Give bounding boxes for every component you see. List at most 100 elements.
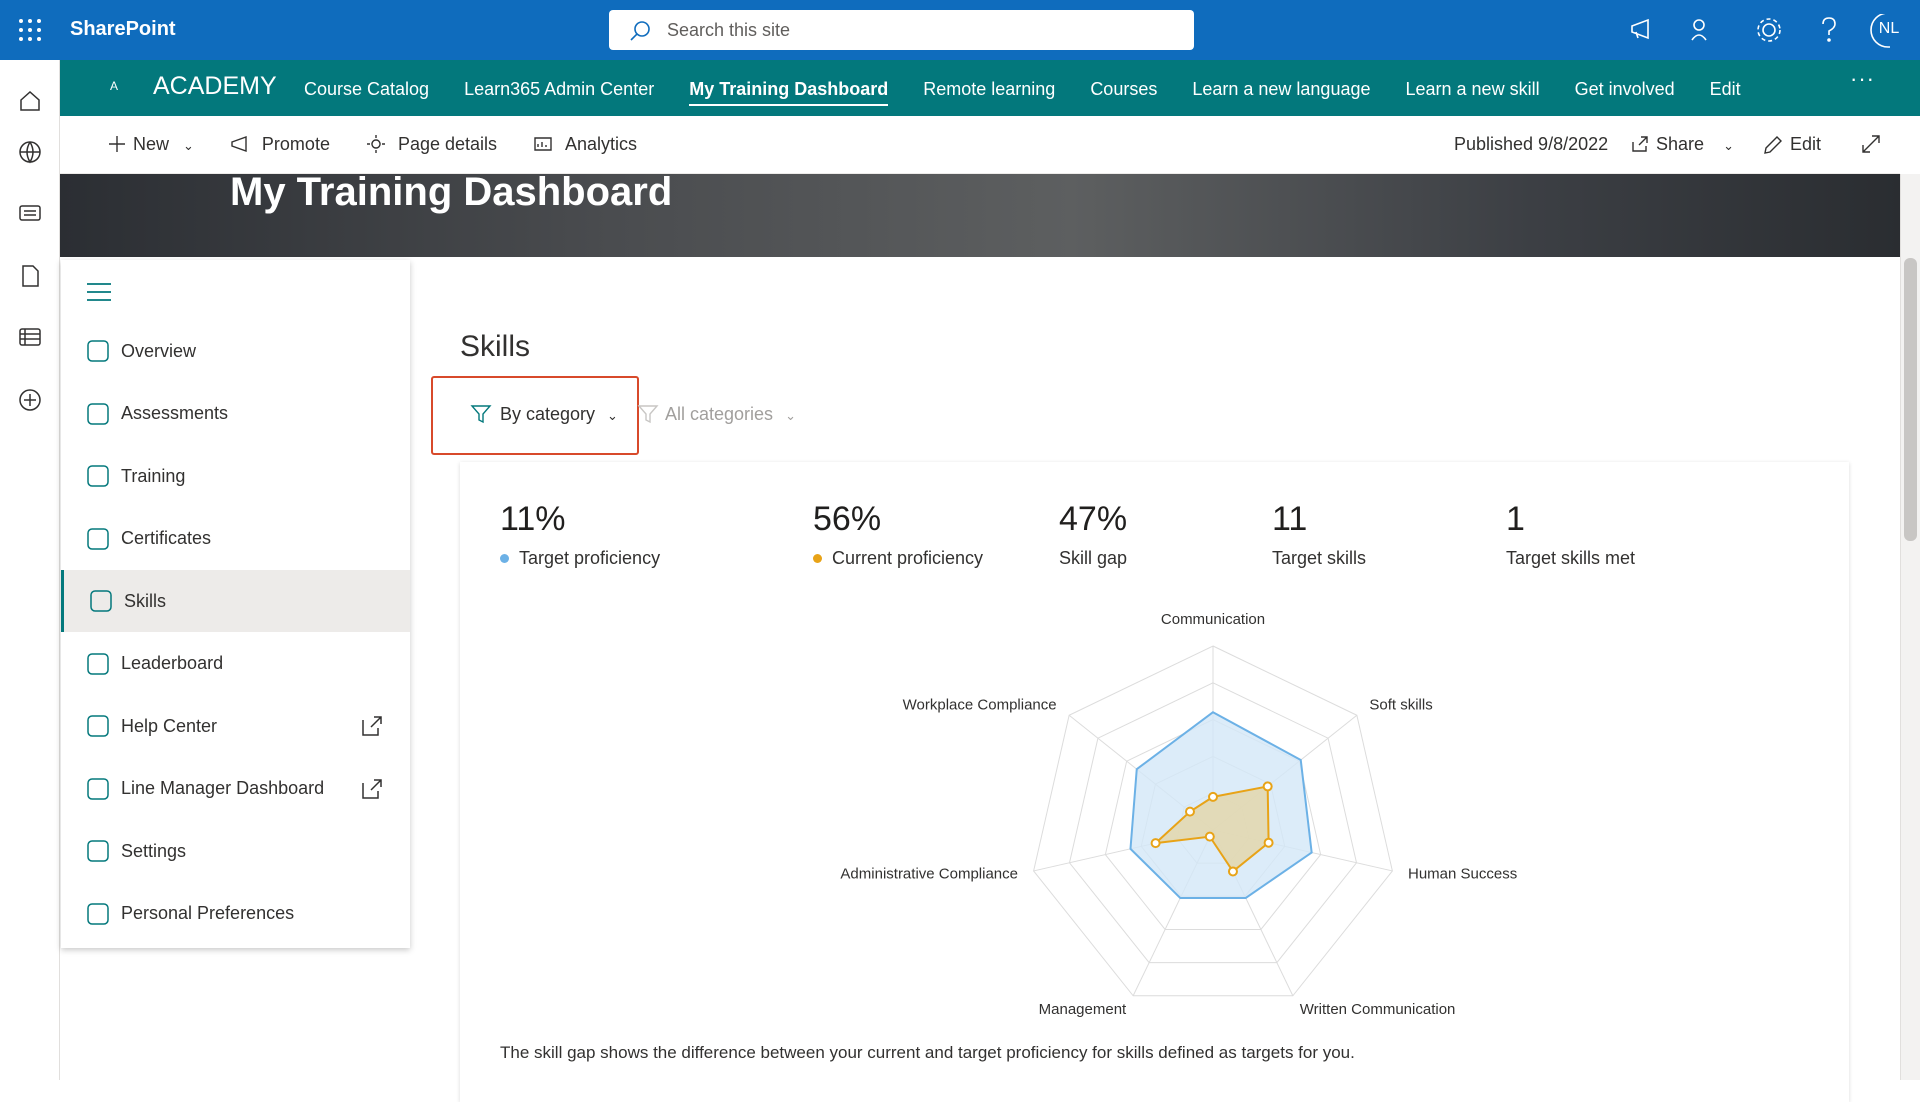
more-menu[interactable]: ··· xyxy=(1850,66,1875,91)
icon-shape xyxy=(87,527,109,550)
data-point xyxy=(1184,806,1195,817)
expand-icon[interactable] xyxy=(1860,133,1882,155)
command-list: New ⌄ Promote Page details Analytics xyxy=(107,134,637,155)
scroll-thumb[interactable] xyxy=(1904,258,1917,541)
sidebar-label: Certificates xyxy=(121,528,212,548)
sidebar-label: Skills xyxy=(124,590,167,611)
command-button[interactable]: New ⌄ xyxy=(107,134,194,155)
sidebar-item[interactable]: Help Center xyxy=(61,695,410,757)
avatar-initials[interactable]: NL xyxy=(1878,20,1900,37)
scrollbar[interactable] xyxy=(1900,174,1920,1080)
command-bar: New ⌄ Promote Page details Analytics Publish… xyxy=(60,116,1900,174)
chevron: ⌄ xyxy=(183,138,194,153)
sidebar-label: Training xyxy=(121,465,186,486)
command-button[interactable]: Page details xyxy=(366,134,497,155)
sidebar-label: Assessments xyxy=(121,403,229,423)
series-area xyxy=(1152,785,1270,873)
chevron: ⌄ xyxy=(1723,138,1734,153)
data-point xyxy=(1263,837,1274,848)
chevron: ⌄ xyxy=(785,408,796,423)
avatar[interactable] xyxy=(1870,14,1890,48)
sidebar-item[interactable]: Line Manager Dashboard xyxy=(61,758,410,820)
icon-shape xyxy=(87,465,109,487)
sidebar-item[interactable]: Personal Preferences xyxy=(61,883,410,945)
nav-item[interactable]: Edit xyxy=(1709,79,1741,99)
sidebar-icon xyxy=(87,715,109,737)
nav-item[interactable]: Remote learning xyxy=(923,79,1056,99)
icon-shape xyxy=(87,902,109,925)
icon-shape xyxy=(87,652,109,675)
files-icon[interactable] xyxy=(22,265,39,287)
command-button[interactable]: Promote xyxy=(230,134,330,155)
nav-item[interactable]: Course Catalog xyxy=(304,79,430,99)
nav-item[interactable]: Learn365 Admin Center xyxy=(464,79,655,99)
people-icon[interactable] xyxy=(1693,19,1705,31)
sidebar-item[interactable]: Training xyxy=(61,445,410,507)
share-label: Share xyxy=(1656,134,1705,154)
data-point xyxy=(1227,866,1238,877)
edit-button[interactable]: Edit xyxy=(1762,134,1821,155)
site-title[interactable]: ACADEMY xyxy=(153,72,277,100)
app-launcher[interactable] xyxy=(18,18,42,42)
icon-shape xyxy=(90,590,112,612)
category-label: All categories xyxy=(665,404,774,424)
icon-shape xyxy=(87,777,109,800)
command-button[interactable]: Analytics xyxy=(533,134,637,155)
stat-value: 1 xyxy=(1506,500,1525,538)
legend-label: Current proficiency xyxy=(832,548,984,568)
settings-icon[interactable] xyxy=(1762,23,1776,37)
hamburger[interactable] xyxy=(85,280,113,304)
nav-item[interactable]: My Training Dashboard xyxy=(689,79,889,106)
external-link-icon xyxy=(362,716,382,736)
suite-header: SharePoint Search this site NL xyxy=(0,0,1920,60)
news-icon[interactable] xyxy=(19,205,41,221)
nav-item[interactable]: Courses xyxy=(1090,79,1158,99)
sidebar-icon xyxy=(87,527,109,550)
sidebar-label: Personal Preferences xyxy=(121,903,295,923)
category-dropdown[interactable]: All categories ⌄ xyxy=(637,404,796,425)
stat-label: Target skills xyxy=(1272,548,1366,569)
sidebar-label: Settings xyxy=(121,840,187,861)
app-name[interactable]: SharePoint xyxy=(70,18,176,40)
search-box[interactable]: Search this site xyxy=(609,10,1194,50)
nav-item[interactable]: Learn a new language xyxy=(1192,79,1371,99)
stat-label: Skill gap xyxy=(1059,548,1127,569)
home-icon[interactable] xyxy=(20,90,40,111)
site-logo[interactable]: A xyxy=(110,79,119,93)
stat-label: Target proficiency xyxy=(500,548,660,569)
filter-dropdown[interactable]: By category ⌄ xyxy=(470,404,618,425)
sidebar-item[interactable]: Certificates xyxy=(61,508,410,570)
sidebar-icon xyxy=(87,402,109,425)
nav-item[interactable]: Get involved xyxy=(1574,79,1675,99)
icon-shape xyxy=(362,716,382,736)
sidebar-item[interactable]: Overview xyxy=(61,320,410,382)
sidebar-item[interactable]: Assessments xyxy=(61,383,410,445)
sidebar: Overview Assessments Training Certificates S… xyxy=(61,260,410,948)
create-icon[interactable] xyxy=(19,389,41,411)
grid-ring xyxy=(1068,682,1358,964)
nav-item[interactable]: Learn a new skill xyxy=(1405,79,1540,99)
share-button[interactable]: Share ⌄ xyxy=(1630,134,1734,155)
command-icon xyxy=(231,136,247,152)
megaphone-icon[interactable] xyxy=(1631,18,1649,40)
axis-label: Soft skills xyxy=(1369,696,1432,713)
stat-label: Target skills met xyxy=(1506,548,1635,569)
sidebar-icon xyxy=(87,840,109,862)
sidebar-item[interactable]: Settings xyxy=(61,820,410,882)
legend-dot xyxy=(500,554,509,563)
highlight-box xyxy=(431,376,639,455)
command-icon xyxy=(534,137,552,151)
sidebar-icon xyxy=(87,777,109,800)
sidebar-label: Overview xyxy=(121,340,197,361)
command-label: Analytics xyxy=(565,134,638,154)
stat-label-text: Target skills met xyxy=(1506,548,1636,568)
help-icon[interactable] xyxy=(1822,17,1836,35)
data-point xyxy=(1204,831,1215,842)
sidebar-item[interactable]: Leaderboard xyxy=(61,633,410,695)
sidebar-item[interactable]: Skills xyxy=(61,570,410,632)
lists-icon[interactable] xyxy=(19,328,41,346)
sidebar-icon xyxy=(87,340,109,362)
stat-label-text: Target skills xyxy=(1272,548,1367,568)
axis-label: Workplace Compliance xyxy=(903,696,1057,713)
data-point xyxy=(1262,781,1273,792)
